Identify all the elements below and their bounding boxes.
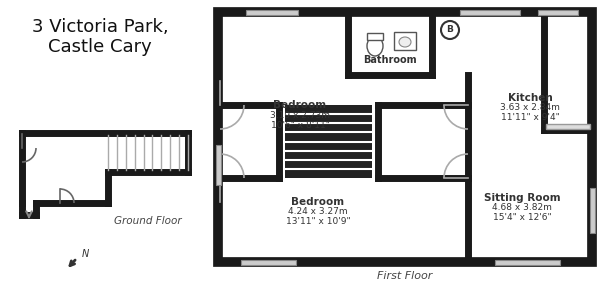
Text: Bathroom: Bathroom	[363, 55, 417, 65]
Text: N: N	[82, 249, 89, 259]
Text: 3 Victoria Park,: 3 Victoria Park,	[32, 18, 169, 36]
Text: 4.68 x 3.82m: 4.68 x 3.82m	[492, 204, 552, 213]
Bar	[218, 12, 592, 262]
Bar	[546, 124, 590, 129]
Bar	[367, 33, 383, 40]
Text: 13'11" x 10'9": 13'11" x 10'9"	[286, 218, 350, 227]
Bar	[246, 10, 298, 15]
Bar	[241, 260, 296, 265]
Text: Kitchen: Kitchen	[508, 93, 553, 103]
Bar	[285, 105, 372, 178]
Text: Sitting Room: Sitting Room	[484, 193, 560, 203]
Bar	[589, 187, 595, 232]
Text: 3.63 x 2.84m: 3.63 x 2.84m	[500, 103, 560, 112]
Bar	[215, 145, 221, 185]
Text: 10'6" x 8'11": 10'6" x 8'11"	[271, 121, 329, 129]
Text: First Floor: First Floor	[377, 271, 433, 281]
Ellipse shape	[367, 36, 383, 56]
Text: 4.24 x 3.27m: 4.24 x 3.27m	[288, 208, 348, 216]
Text: 15'4" x 12'6": 15'4" x 12'6"	[493, 213, 551, 223]
Bar	[460, 10, 520, 15]
Text: B: B	[446, 25, 454, 34]
Bar	[494, 260, 560, 265]
Bar	[394, 32, 416, 50]
Text: 11'11" x 9'4": 11'11" x 9'4"	[500, 114, 559, 123]
Text: Bedroom: Bedroom	[274, 100, 326, 110]
Text: Ground Floor: Ground Floor	[114, 216, 182, 226]
Text: 3.19 x 2.73m: 3.19 x 2.73m	[270, 110, 330, 119]
Ellipse shape	[399, 37, 411, 47]
Bar	[538, 10, 578, 15]
Text: Bedroom: Bedroom	[292, 197, 344, 207]
Text: Castle Cary: Castle Cary	[48, 38, 152, 56]
